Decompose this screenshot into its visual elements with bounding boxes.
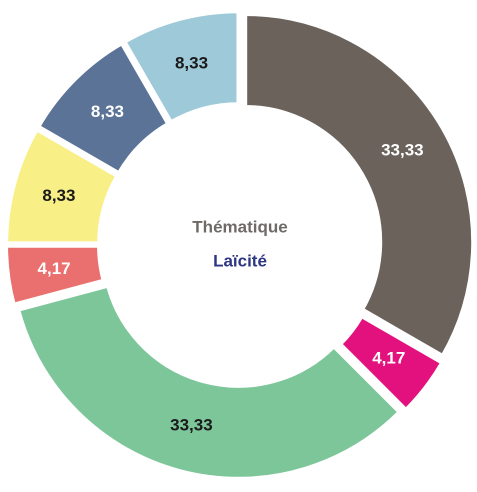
donut-segment bbox=[4, 243, 107, 308]
value-label: 33,33 bbox=[170, 416, 213, 435]
donut-segment bbox=[337, 313, 445, 413]
value-label: 8,33 bbox=[175, 53, 208, 72]
donut-segment bbox=[4, 126, 121, 246]
value-label: 4,17 bbox=[38, 259, 71, 278]
value-label: 8,33 bbox=[42, 186, 75, 205]
donut-segment bbox=[243, 11, 476, 359]
center-subtitle: Laïcité bbox=[213, 251, 267, 270]
value-label: 33,33 bbox=[381, 141, 424, 160]
donut-segment bbox=[15, 283, 403, 481]
donut-segment bbox=[121, 9, 241, 126]
value-label: 4,17 bbox=[372, 349, 405, 368]
center-title: Thématique bbox=[192, 217, 287, 236]
value-label: 8,33 bbox=[91, 102, 124, 121]
donut-segment bbox=[35, 40, 172, 176]
